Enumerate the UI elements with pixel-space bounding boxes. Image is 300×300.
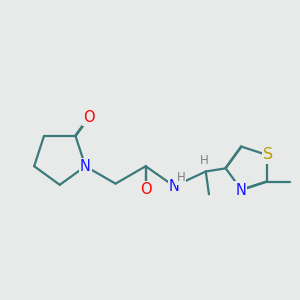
Text: S: S: [263, 147, 274, 162]
Text: N: N: [169, 179, 180, 194]
Text: H: H: [177, 171, 186, 184]
Text: N: N: [236, 182, 246, 197]
Text: H: H: [200, 154, 208, 167]
Text: O: O: [140, 182, 152, 197]
Text: O: O: [83, 110, 95, 125]
Text: N: N: [80, 159, 91, 174]
